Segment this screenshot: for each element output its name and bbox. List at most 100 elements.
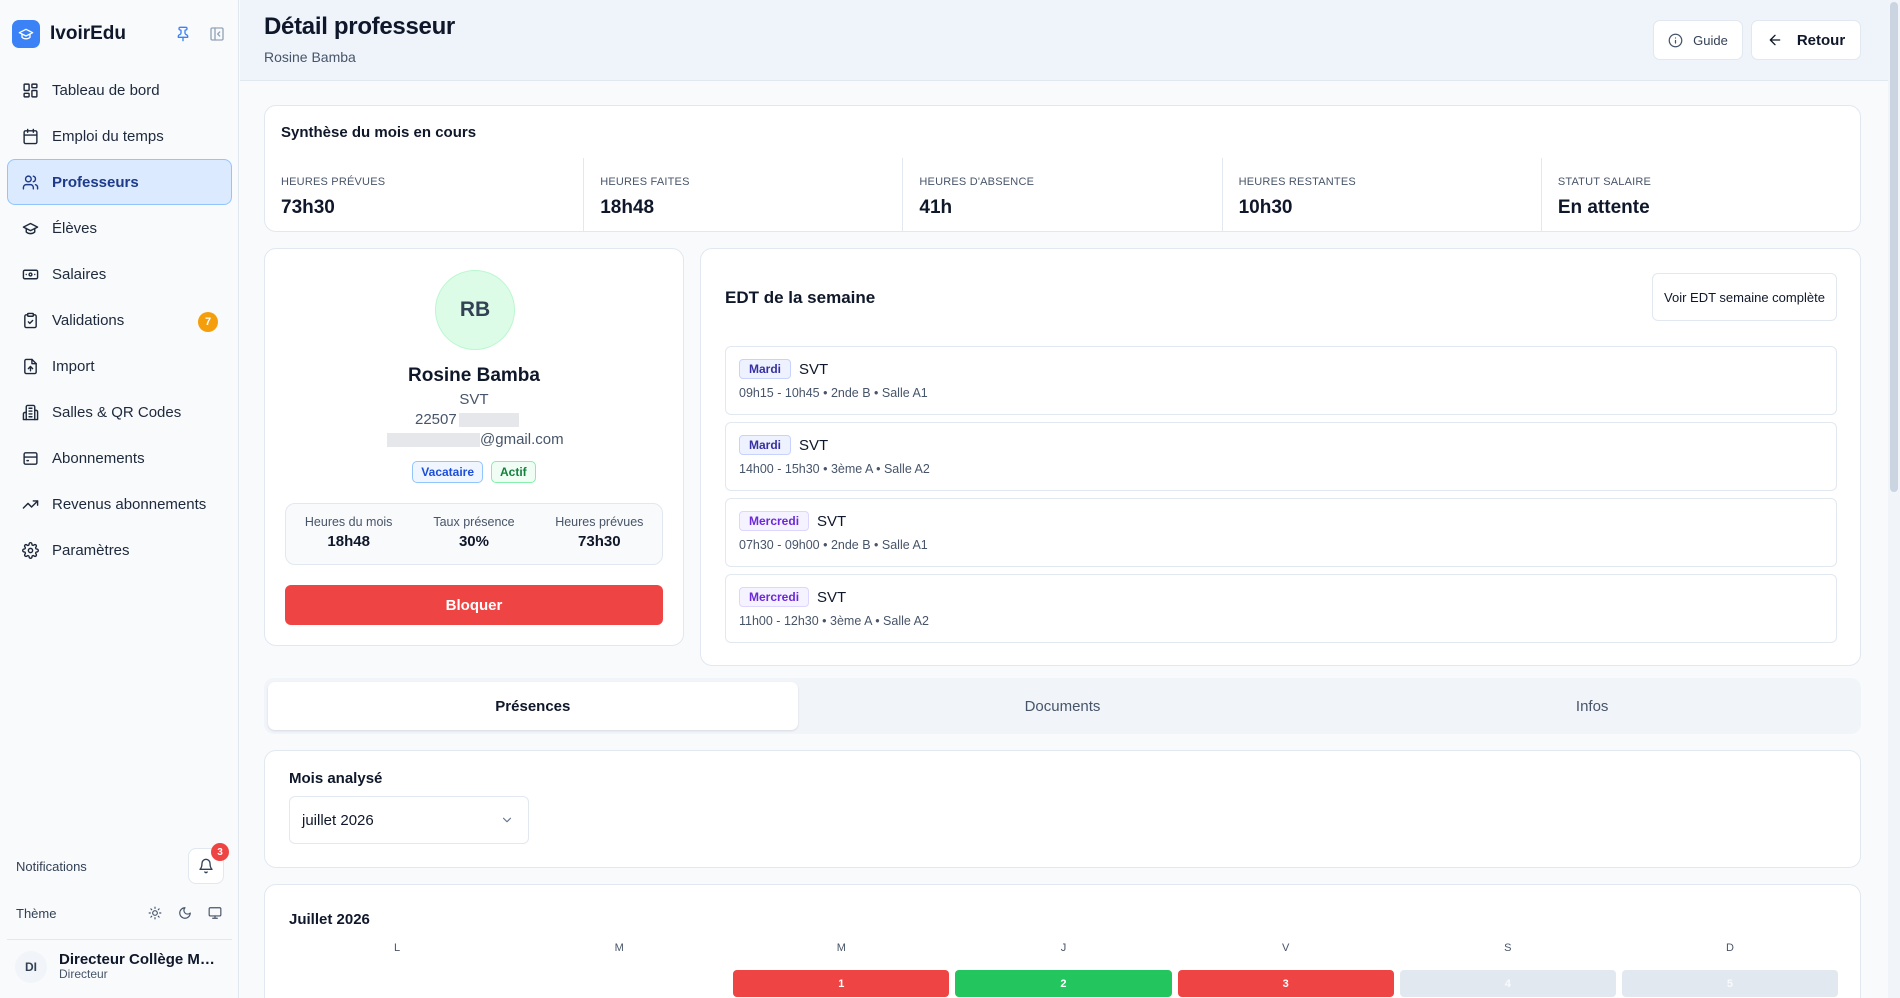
- teacher-phone: 22507: [415, 411, 519, 428]
- pin-icon[interactable]: [173, 24, 193, 44]
- stat-label: Heures d'absence: [919, 176, 1035, 188]
- page-header: Détail professeur Rosine Bamba Guide Ret…: [240, 0, 1888, 81]
- monitor-icon[interactable]: [206, 904, 224, 922]
- teacher-subject: SVT: [459, 391, 489, 408]
- schedule-item[interactable]: Mardi SVT 09h15 - 10h45 • 2nde B • Salle…: [725, 346, 1837, 415]
- file-import-icon: [21, 357, 39, 375]
- gear-icon: [21, 541, 39, 559]
- page-subtitle: Rosine Bamba: [264, 49, 356, 65]
- calendar-cell-absent[interactable]: 1: [733, 970, 950, 997]
- month-select[interactable]: juillet 2026: [289, 796, 529, 844]
- stat-heures-absence: Heures d'absence 41h: [903, 158, 1223, 232]
- calendar-cell-no-class[interactable]: 4: [1399, 970, 1616, 997]
- sidebar-item-abonnements[interactable]: Abonnements: [7, 435, 232, 481]
- building-icon: [21, 403, 39, 421]
- status-badge: Vacataire: [412, 461, 484, 483]
- block-teacher-button[interactable]: Bloquer: [285, 585, 663, 625]
- sidebar-item-tableau-de-bord[interactable]: Tableau de bord: [7, 67, 232, 113]
- sidebar-item-label: Abonnements: [52, 449, 145, 467]
- sidebar-item-emploi-du-temps[interactable]: Emploi du temps: [7, 113, 232, 159]
- sidebar-nav: Tableau de bord Emploi du temps Professe…: [7, 67, 232, 573]
- guide-label: Guide: [1693, 32, 1728, 48]
- avatar: RB: [435, 270, 515, 350]
- sidebar-item-label: Salles & QR Codes: [52, 403, 182, 421]
- guide-button[interactable]: Guide: [1653, 20, 1743, 60]
- summary-stats: Heures prévues 73h30 Heures faites 18h48…: [265, 158, 1860, 232]
- collapse-sidebar-icon[interactable]: [207, 24, 227, 44]
- stat-statut-salaire: Statut salaire En attente: [1542, 158, 1860, 232]
- month-select-value: juillet 2026: [302, 811, 374, 829]
- avatar: DI: [15, 950, 47, 983]
- schedule-subject: SVT: [817, 512, 847, 530]
- teacher-stat: Taux présence 30%: [411, 504, 536, 564]
- schedule-subject: SVT: [799, 360, 829, 378]
- user-role: Directeur: [59, 967, 108, 982]
- weekday-label: D: [1725, 942, 1734, 954]
- tab-presences[interactable]: Présences: [268, 682, 798, 730]
- tab-documents[interactable]: Documents: [1024, 697, 1101, 715]
- stat-label: Statut salaire: [1557, 176, 1652, 188]
- tab-infos[interactable]: Infos: [1575, 697, 1609, 715]
- teacher-stats: Heures du mois 18h48 Taux présence 30% H…: [285, 503, 663, 565]
- teacher-stat-label: Heures du mois: [304, 515, 393, 529]
- weekly-schedule-card: EDT de la semaine Voir EDT semaine compl…: [700, 248, 1861, 666]
- calendar-cell-present[interactable]: 2: [955, 970, 1172, 997]
- teacher-stat: Heures du mois 18h48: [286, 504, 411, 564]
- sidebar-item-revenus-abonnements[interactable]: Revenus abonnements: [7, 481, 232, 527]
- notifications-button[interactable]: 3: [188, 843, 229, 884]
- calendar-cell-no-class[interactable]: 5: [1621, 970, 1838, 997]
- schedule-subject: SVT: [817, 588, 847, 606]
- info-icon: [1668, 33, 1683, 48]
- full-week-schedule-button[interactable]: Voir EDT semaine complète: [1652, 273, 1837, 321]
- stat-value: 41h: [919, 197, 953, 218]
- teacher-stat-value: 18h48: [327, 533, 370, 550]
- notifications-label: Notifications: [16, 858, 87, 874]
- sidebar-item-salaires[interactable]: Salaires: [7, 251, 232, 297]
- graduation-cap-logo-icon: [12, 20, 40, 48]
- calendar-title: Juillet 2026: [289, 911, 370, 928]
- stat-label: Heures prévues: [281, 176, 386, 188]
- sidebar-item-label: Revenus abonnements: [52, 495, 207, 513]
- clipboard-check-icon: [21, 311, 39, 329]
- stat-heures-faites: Heures faites 18h48: [584, 158, 904, 232]
- sidebar-item-validations[interactable]: Validations 7: [7, 297, 232, 343]
- sidebar-item-label: Tableau de bord: [52, 81, 160, 99]
- redacted-phone: [458, 412, 519, 427]
- schedule-item[interactable]: Mardi SVT 14h00 - 15h30 • 3ème A • Salle…: [725, 422, 1837, 491]
- sun-icon[interactable]: [146, 904, 164, 922]
- schedule-item[interactable]: Mercredi SVT 07h30 - 09h00 • 2nde B • Sa…: [725, 498, 1837, 567]
- schedule-detail: 11h00 - 12h30 • 3ème A • Salle A2: [739, 614, 929, 628]
- teacher-stat-label: Taux présence: [433, 515, 515, 529]
- weekday-label: J: [1060, 942, 1067, 954]
- app-name: IvoirEdu: [50, 23, 127, 44]
- schedule-subject: SVT: [799, 436, 829, 454]
- stat-value: 18h48: [600, 197, 655, 218]
- sidebar-item-professeurs[interactable]: Professeurs: [7, 159, 232, 205]
- sidebar-item-parametres[interactable]: Paramètres: [7, 527, 232, 573]
- moon-icon[interactable]: [176, 904, 194, 922]
- sidebar-item-import[interactable]: Import: [7, 343, 232, 389]
- teacher-stat-value: 30%: [458, 533, 489, 550]
- trending-up-icon: [21, 495, 39, 513]
- page-title: Détail professeur: [264, 13, 455, 40]
- notifications-row: Notifications 3: [16, 843, 229, 884]
- sidebar-item-salles-qr-codes[interactable]: Salles & QR Codes: [7, 389, 232, 435]
- attendance-calendar-card: Juillet 2026 L M M J V S D 1 2 3 4 5: [264, 884, 1861, 998]
- users-icon: [21, 173, 39, 191]
- calendar-cells: 1 2 3 4 5: [289, 970, 1838, 997]
- brand[interactable]: IvoirEdu: [12, 20, 227, 48]
- schedule-item[interactable]: Mercredi SVT 11h00 - 12h30 • 3ème A • Sa…: [725, 574, 1837, 643]
- day-badge: Mercredi: [739, 587, 810, 607]
- sidebar-item-label: Import: [52, 357, 95, 375]
- calendar-cell-absent[interactable]: 3: [1177, 970, 1394, 997]
- scrollbar-thumb[interactable]: [1890, 2, 1898, 492]
- page-scrollbar[interactable]: [1888, 0, 1900, 998]
- sidebar-item-label: Paramètres: [52, 541, 130, 559]
- teacher-stat: Heures prévues 73h30: [537, 504, 662, 564]
- user-profile[interactable]: DI Directeur Collège Mod... Directeur: [7, 939, 232, 993]
- back-button[interactable]: Retour: [1751, 20, 1861, 60]
- teacher-email: @gmail.com: [387, 431, 564, 448]
- sidebar-item-eleves[interactable]: Élèves: [7, 205, 232, 251]
- phone-prefix: 22507: [415, 411, 457, 428]
- stat-heures-prevues: Heures prévues 73h30: [265, 158, 585, 232]
